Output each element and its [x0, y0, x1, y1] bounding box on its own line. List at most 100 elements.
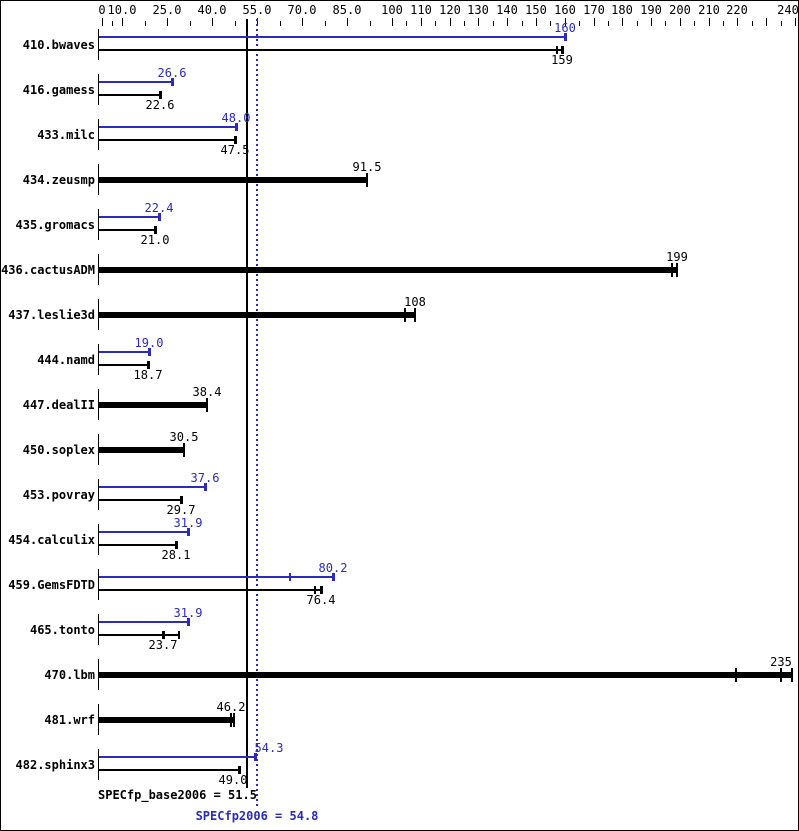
- axis-major-tick: [766, 18, 767, 26]
- axis-major-tick: [392, 18, 393, 26]
- benchmark-label: 434.zeusmp: [22, 173, 95, 187]
- axis-major-tick: [302, 18, 303, 26]
- axis-tick-label: 120: [439, 3, 461, 17]
- axis-tick-label: 40.0: [197, 3, 227, 17]
- base-value-label: 22.6: [145, 98, 175, 112]
- base-value-label: 47.5: [220, 143, 250, 157]
- axis-major-tick: [122, 18, 123, 26]
- axis-minor-tick: [752, 21, 753, 26]
- row-baseline: [98, 569, 99, 600]
- axis-tick-label: 180: [611, 3, 633, 17]
- base-bar: [99, 312, 415, 318]
- base-bar: [99, 49, 562, 51]
- axis-minor-tick: [493, 21, 494, 26]
- axis-major-tick: [347, 18, 348, 26]
- base-bar: [99, 139, 235, 141]
- base-value-label: 29.7: [166, 503, 196, 517]
- peak-bar: [99, 486, 205, 488]
- axis-tick-label: 25.0: [152, 3, 182, 17]
- row-baseline: [98, 254, 99, 285]
- axis-minor-tick: [325, 21, 326, 26]
- base-value-label: 49.0: [218, 773, 248, 787]
- axis-tick-label: 190: [640, 3, 662, 17]
- base-bar: [99, 267, 677, 273]
- base-bar: [99, 499, 181, 501]
- benchmark-label: 470.lbm: [44, 668, 95, 682]
- bar-end-cap: [187, 528, 190, 536]
- bar-run-tick: [289, 573, 291, 581]
- bar-end-cap: [366, 173, 368, 187]
- base-bar: [99, 717, 233, 723]
- axis-minor-tick: [723, 21, 724, 26]
- row-baseline: [98, 614, 99, 645]
- bar-end-cap: [158, 213, 161, 221]
- axis-major-tick: [594, 18, 595, 26]
- bar-end-cap: [238, 766, 241, 774]
- axis-major-tick: [680, 18, 681, 26]
- peak-value-label: 31.9: [173, 606, 203, 620]
- axis-tick-label: 10.0: [107, 3, 137, 17]
- axis-major-tick: [478, 18, 479, 26]
- benchmark-label: 437.leslie3d: [8, 308, 95, 322]
- benchmark-label: 447.dealII: [22, 398, 95, 412]
- bar-end-cap: [414, 308, 416, 322]
- peak-value-label: 37.6: [190, 471, 220, 485]
- axis-minor-tick: [694, 21, 695, 26]
- bar-end-cap: [171, 78, 174, 86]
- axis-minor-tick: [145, 21, 146, 26]
- peak-mean-label: SPECfp2006 = 54.8: [195, 809, 319, 823]
- base-value-label: 23.7: [148, 638, 178, 652]
- base-mean-line: [246, 19, 248, 788]
- row-baseline: [98, 29, 99, 60]
- peak-bar: [99, 81, 172, 83]
- peak-value-label: 26.6: [157, 66, 187, 80]
- row-baseline: [98, 299, 99, 330]
- base-value-label: 46.2: [216, 700, 246, 714]
- axis-tick-label: 210: [698, 3, 720, 17]
- axis-tick-label: 100: [381, 3, 403, 17]
- base-bar: [99, 589, 321, 591]
- peak-value-label: 31.9: [173, 516, 203, 530]
- benchmark-label: 444.namd: [37, 353, 95, 367]
- base-value-label: 18.7: [133, 368, 163, 382]
- peak-value-label: 22.4: [144, 201, 174, 215]
- axis-tick-label: 200: [669, 3, 691, 17]
- axis-major-tick: [737, 18, 738, 26]
- peak-bar: [99, 621, 188, 623]
- bar-end-cap: [147, 361, 150, 369]
- bar-run-tick: [791, 668, 793, 682]
- base-bar: [99, 544, 176, 546]
- peak-bar: [99, 126, 236, 128]
- axis-tick-label: 110: [410, 3, 432, 17]
- benchmark-label: 436.cactusADM: [1, 263, 95, 277]
- bar-end-cap: [187, 618, 190, 626]
- axis-minor-tick: [464, 21, 465, 26]
- benchmark-label: 482.sphinx3: [15, 758, 95, 772]
- axis-tick-label: 220: [726, 3, 748, 17]
- bar-end-cap: [235, 123, 238, 131]
- base-value-label: 91.5: [352, 160, 382, 174]
- axis-tick-label: 140: [496, 3, 518, 17]
- axis-tick-label: 170: [583, 3, 605, 17]
- benchmark-label: 453.povray: [22, 488, 95, 502]
- row-baseline: [98, 434, 99, 465]
- base-bar: [99, 447, 184, 453]
- row-baseline: [98, 524, 99, 555]
- benchmark-label: 450.soplex: [22, 443, 95, 457]
- axis-minor-tick: [637, 21, 638, 26]
- row-baseline: [98, 659, 99, 690]
- axis-minor-tick: [522, 21, 523, 26]
- bar-end-cap: [561, 46, 564, 54]
- peak-value-label: 160: [554, 21, 576, 35]
- bar-end-cap: [230, 713, 232, 727]
- base-bar: [99, 177, 367, 183]
- benchmark-label: 454.calculix: [8, 533, 95, 547]
- row-baseline: [98, 479, 99, 510]
- axis-minor-tick: [280, 21, 281, 26]
- row-baseline: [98, 749, 99, 780]
- row-baseline: [98, 704, 99, 735]
- peak-bar: [99, 36, 565, 38]
- base-value-label: 21.0: [140, 233, 170, 247]
- bar-end-cap: [206, 398, 208, 412]
- axis-minor-tick: [550, 21, 551, 26]
